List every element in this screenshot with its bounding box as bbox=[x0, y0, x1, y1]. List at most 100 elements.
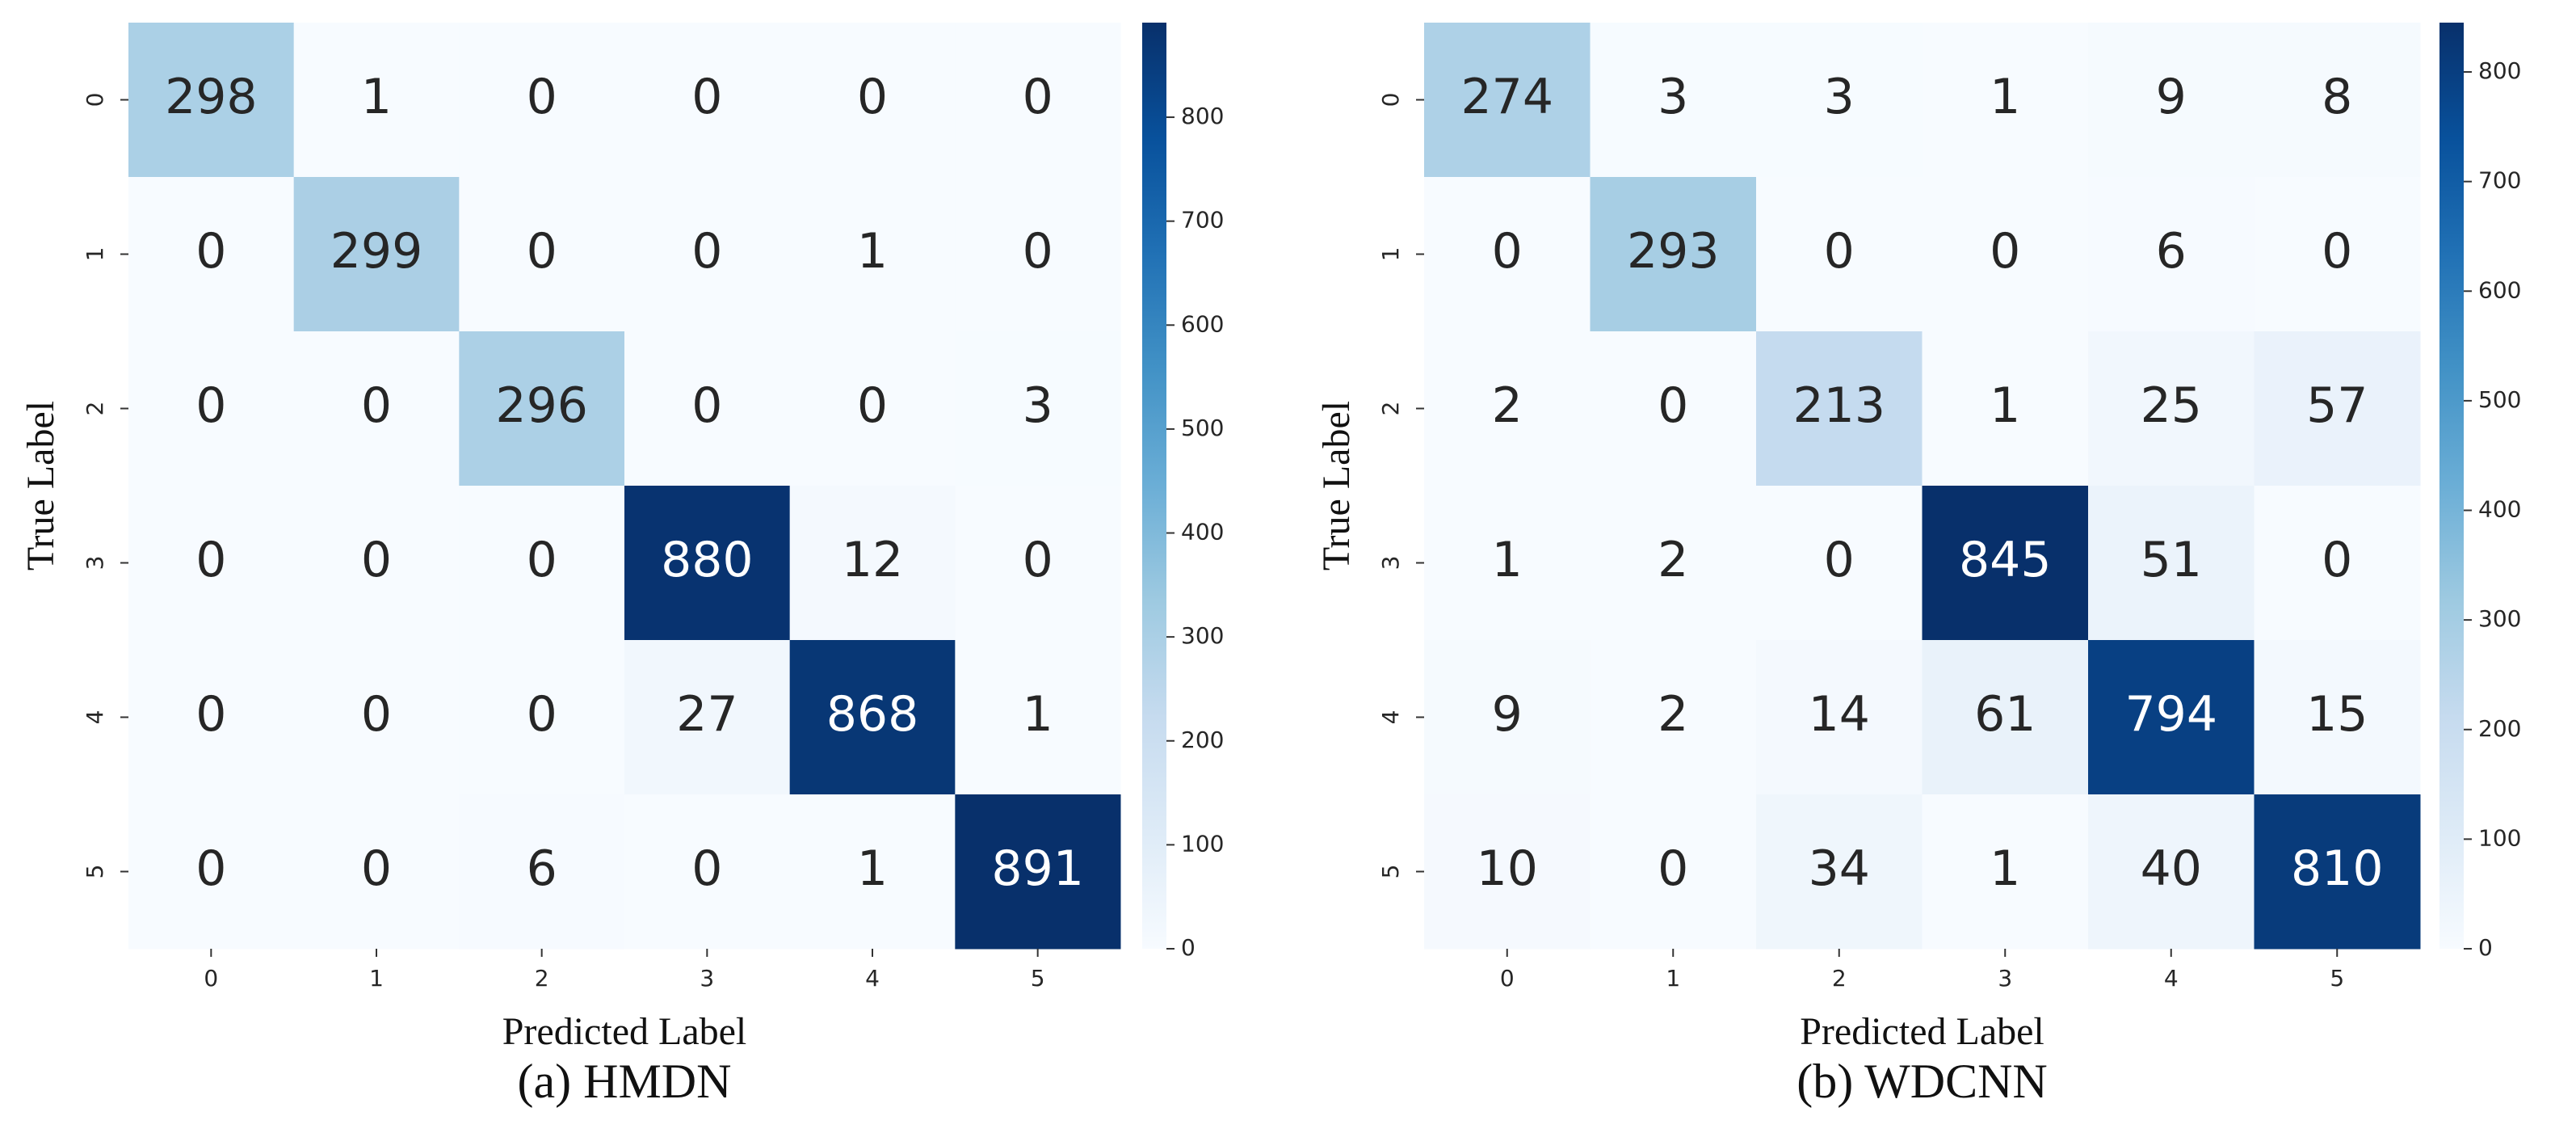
cell-label: 61 bbox=[1974, 686, 2036, 743]
cell-label: 9 bbox=[2156, 69, 2187, 125]
heatmap-cell bbox=[128, 177, 295, 332]
cell-label: 6 bbox=[527, 840, 557, 897]
cell-label: 0 bbox=[1023, 223, 1053, 280]
x-tick-label: 5 bbox=[2330, 965, 2344, 992]
heatmap-cell bbox=[789, 794, 956, 950]
x-tick-label: 0 bbox=[1500, 965, 1515, 992]
cell-label: 27 bbox=[676, 686, 738, 743]
cell-label: 1 bbox=[1990, 840, 2020, 897]
heatmap-cell bbox=[1424, 177, 1591, 332]
heatmap-cell bbox=[293, 331, 460, 486]
heatmap-cell bbox=[1424, 640, 1591, 795]
heatmap-cell bbox=[2088, 177, 2255, 332]
x-tick-label: 4 bbox=[2164, 965, 2179, 992]
heatmap-cell bbox=[1756, 640, 1923, 795]
heatmap-cell bbox=[1922, 640, 2089, 795]
y-tick-label: 0 bbox=[1377, 93, 1404, 107]
cell-label: 1 bbox=[857, 840, 888, 897]
cell-label: 0 bbox=[527, 223, 557, 280]
cell-label: 1 bbox=[1023, 686, 1053, 743]
y-tick-label: 2 bbox=[82, 402, 108, 416]
cell-label: 0 bbox=[1023, 532, 1053, 588]
colorbar-tick-label: 300 bbox=[1181, 622, 1224, 649]
x-axis-label: Predicted Label bbox=[502, 1010, 747, 1053]
y-tick-label: 5 bbox=[82, 865, 108, 879]
cell-label: 0 bbox=[195, 377, 226, 434]
heatmap-cell bbox=[1590, 640, 1757, 795]
heatmap-cell bbox=[293, 640, 460, 795]
cell-label: 2 bbox=[1658, 686, 1688, 743]
heatmap-cell bbox=[1756, 177, 1923, 332]
cell-label: 845 bbox=[1959, 532, 2052, 588]
heatmap-cell bbox=[955, 640, 1121, 795]
heatmap-cell bbox=[128, 331, 295, 486]
cell-label: 1 bbox=[857, 223, 888, 280]
cell-label: 51 bbox=[2141, 532, 2202, 588]
x-tick-label: 2 bbox=[535, 965, 549, 992]
cell-label: 0 bbox=[2322, 223, 2352, 280]
cell-label: 0 bbox=[691, 840, 722, 897]
heatmap-cell bbox=[2254, 331, 2421, 486]
cell-label: 9 bbox=[1492, 686, 1523, 743]
heatmap-cell bbox=[789, 331, 956, 486]
heatmap-cell bbox=[624, 794, 791, 950]
heatmap-cell bbox=[459, 177, 625, 332]
colorbar-tick-label: 0 bbox=[1181, 934, 1196, 961]
colorbar bbox=[1142, 23, 1166, 949]
x-axis-label: Predicted Label bbox=[1800, 1010, 2044, 1053]
heatmap-cell bbox=[789, 486, 956, 641]
heatmap-cell bbox=[1424, 331, 1591, 486]
colorbar-tick-label: 200 bbox=[2478, 715, 2521, 742]
y-tick-label: 0 bbox=[82, 93, 108, 107]
heatmap-cell bbox=[2088, 23, 2255, 178]
colorbar-tick-label: 500 bbox=[1181, 415, 1224, 441]
colorbar-tick-label: 800 bbox=[1181, 103, 1224, 129]
heatmap-cell bbox=[2254, 794, 2421, 950]
y-tick-label: 1 bbox=[82, 247, 108, 262]
heatmap-cell bbox=[459, 331, 625, 486]
heatmap-cell bbox=[955, 331, 1121, 486]
cell-label: 293 bbox=[1627, 223, 1720, 280]
heatmap-cell bbox=[1922, 794, 2089, 950]
cell-label: 0 bbox=[361, 840, 392, 897]
cell-label: 2 bbox=[1658, 532, 1688, 588]
cell-label: 0 bbox=[195, 223, 226, 280]
heatmap-cell bbox=[1756, 331, 1923, 486]
caption: (a) HMDN bbox=[518, 1055, 732, 1108]
colorbar bbox=[2439, 23, 2464, 949]
cell-label: 6 bbox=[2156, 223, 2187, 280]
cell-label: 1 bbox=[1492, 532, 1523, 588]
colorbar-tick-label: 100 bbox=[1181, 830, 1224, 857]
heatmap-cell bbox=[789, 640, 956, 795]
heatmap-cell bbox=[1590, 794, 1757, 950]
heatmap-cell bbox=[955, 794, 1121, 950]
heatmap-cell bbox=[293, 794, 460, 950]
heatmap-cell bbox=[1756, 486, 1923, 641]
heatmap-cell bbox=[459, 486, 625, 641]
cell-label: 0 bbox=[361, 532, 392, 588]
cell-label: 0 bbox=[1824, 532, 1855, 588]
cell-label: 0 bbox=[361, 686, 392, 743]
x-tick-label: 3 bbox=[1998, 965, 2012, 992]
y-tick-label: 5 bbox=[1377, 865, 1404, 879]
cell-label: 880 bbox=[661, 532, 754, 588]
cell-label: 0 bbox=[195, 532, 226, 588]
heatmap-cell bbox=[1590, 331, 1757, 486]
colorbar-tick-label: 700 bbox=[2478, 167, 2521, 194]
colorbar-tick-label: 0 bbox=[2478, 934, 2493, 961]
colorbar-tick-label: 400 bbox=[2478, 496, 2521, 523]
colorbar-tick-label: 800 bbox=[2478, 57, 2521, 84]
heatmap-cell bbox=[2254, 640, 2421, 795]
cell-label: 296 bbox=[495, 377, 588, 434]
cell-label: 57 bbox=[2306, 377, 2368, 434]
heatmap-cell bbox=[128, 486, 295, 641]
caption: (b) WDCNN bbox=[1796, 1055, 2048, 1108]
heatmap-cell bbox=[955, 486, 1121, 641]
y-axis-label: True Label bbox=[1315, 401, 1358, 571]
cell-label: 0 bbox=[857, 377, 888, 434]
heatmap-cell bbox=[2254, 23, 2421, 178]
heatmap-cell bbox=[128, 640, 295, 795]
cell-label: 0 bbox=[1824, 223, 1855, 280]
cell-label: 0 bbox=[1658, 840, 1688, 897]
heatmap-cell bbox=[2088, 331, 2255, 486]
